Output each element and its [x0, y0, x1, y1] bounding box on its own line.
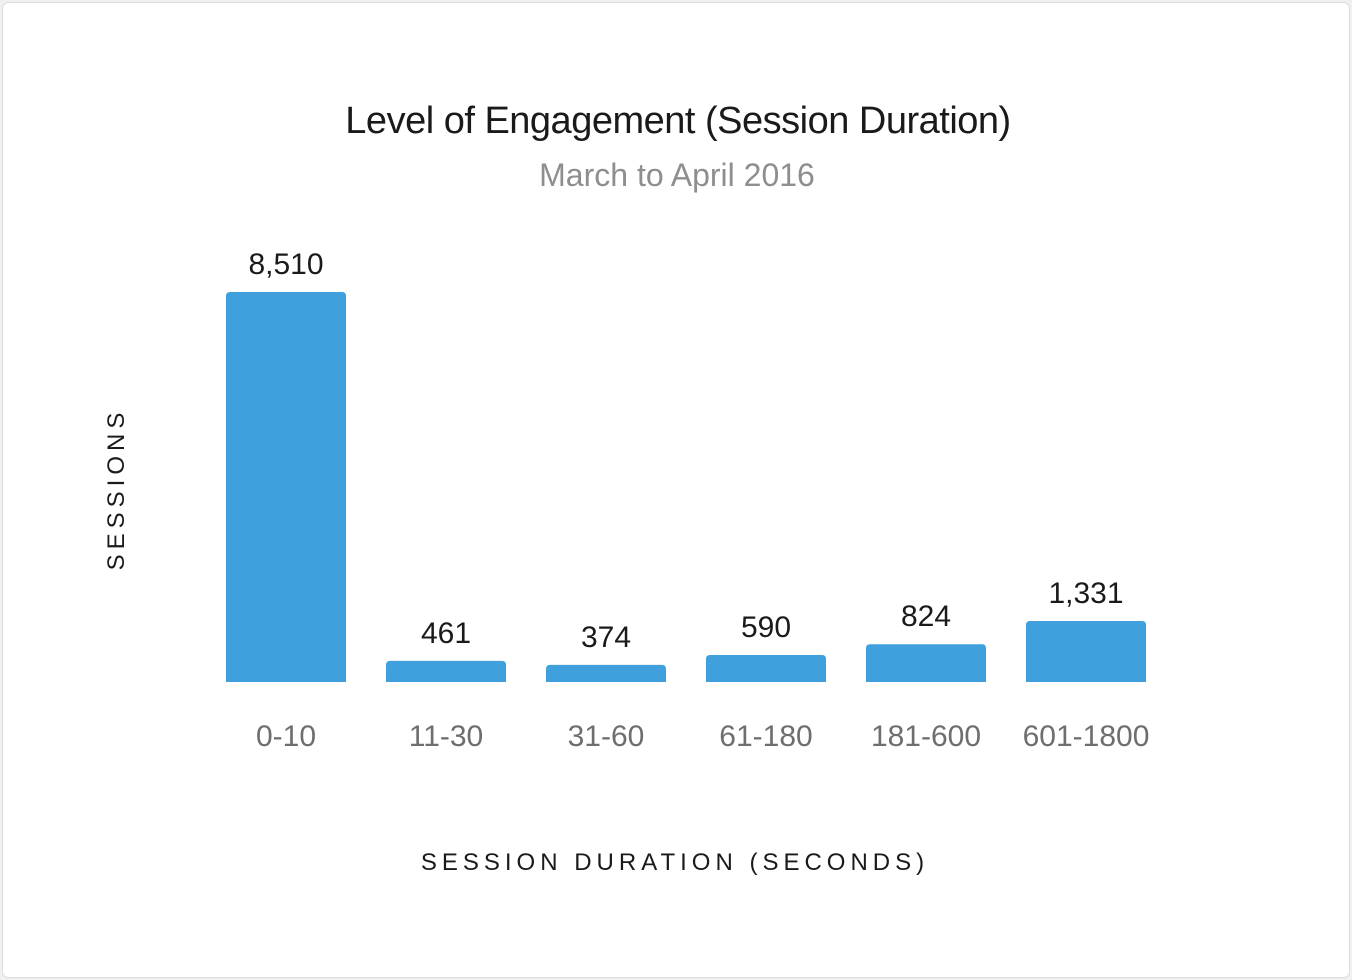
data-label-61-180: 590 [741, 611, 791, 644]
data-label-0-10: 8,510 [248, 248, 323, 281]
x-tick-label-601-1800: 601-1800 [1023, 720, 1150, 753]
bars-group [226, 292, 1146, 682]
x-tick-label-181-600: 181-600 [871, 720, 981, 753]
x-tick-label-61-180: 61-180 [719, 720, 812, 753]
data-label-181-600: 824 [901, 600, 951, 633]
data-label-31-60: 374 [581, 621, 631, 654]
data-label-11-30: 461 [421, 617, 471, 650]
bar-0-10 [226, 292, 346, 682]
bar-181-600 [866, 644, 986, 682]
data-labels-group: 8,510 461 374 590 824 1,331 [248, 248, 1123, 654]
chart-subtitle: March to April 2016 [539, 157, 815, 193]
x-axis-label: SESSION DURATION (SECONDS) [421, 849, 929, 876]
y-axis-label: SESSIONS [103, 408, 130, 571]
x-tick-label-11-30: 11-30 [409, 720, 484, 753]
bar-601-1800 [1026, 621, 1146, 682]
x-tick-label-31-60: 31-60 [568, 720, 645, 753]
bar-61-180 [706, 654, 826, 682]
bar-11-30 [386, 660, 506, 682]
chart-title: Level of Engagement (Session Duration) [345, 100, 1010, 142]
x-tick-labels-group: 0-10 11-30 31-60 61-180 181-600 601-1800 [256, 720, 1149, 753]
bar-31-60 [546, 664, 666, 682]
data-label-601-1800: 1,331 [1048, 577, 1123, 610]
x-tick-label-0-10: 0-10 [256, 720, 316, 753]
